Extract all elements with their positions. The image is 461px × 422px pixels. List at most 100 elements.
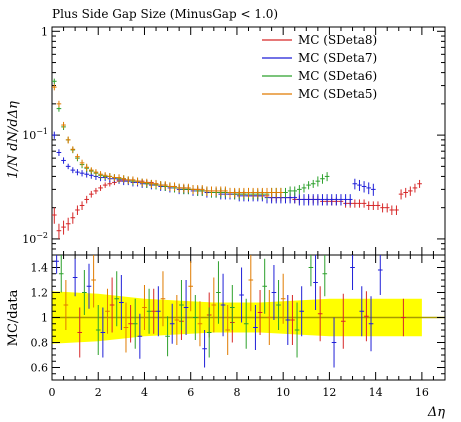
data-point <box>264 187 270 198</box>
ratio-point <box>377 255 383 295</box>
ratio-point <box>100 307 106 358</box>
data-point <box>88 167 94 174</box>
data-uncertainty-band <box>52 291 445 344</box>
data-point <box>361 199 367 208</box>
data-point <box>79 170 85 177</box>
data-point <box>52 131 57 139</box>
ratio-y-tick-label: 1.4 <box>31 262 49 275</box>
data-point <box>394 205 399 215</box>
ratio-point <box>216 261 221 324</box>
data-point <box>56 100 62 108</box>
ratio-point <box>123 302 129 353</box>
data-point <box>310 179 316 188</box>
legend-entry: MC (SDeta5) <box>262 87 377 101</box>
data-point <box>153 179 159 188</box>
data-point <box>301 194 307 206</box>
data-point <box>52 207 57 224</box>
data-point <box>334 194 339 206</box>
data-point <box>260 187 265 198</box>
ratio-point <box>95 305 101 355</box>
data-point <box>375 201 381 210</box>
data-point <box>236 187 242 198</box>
ratio-point <box>188 261 194 312</box>
data-point <box>357 199 362 208</box>
data-point <box>417 179 422 188</box>
data-point <box>403 187 409 198</box>
data-point <box>269 187 274 198</box>
ratio-point <box>313 255 318 310</box>
data-point <box>65 163 71 170</box>
ratio-point <box>331 317 337 368</box>
ratio-point <box>119 275 124 330</box>
ratio-point <box>132 298 138 349</box>
ratio-series-3 <box>58 255 328 358</box>
data-point <box>204 186 210 196</box>
ratio-y-tick-label: 1 <box>41 312 48 325</box>
data-point <box>52 78 57 85</box>
data-point <box>338 194 344 206</box>
data-point <box>199 185 205 195</box>
data-point <box>371 201 376 210</box>
data-point <box>380 203 385 213</box>
data-point <box>306 194 311 206</box>
data-point <box>283 187 288 198</box>
main-y-axis: 10−2 10−1 1 <box>22 25 445 256</box>
ratio-point <box>165 316 170 357</box>
data-point <box>287 186 293 196</box>
ratio-y-tick-label: 0.6 <box>31 362 49 375</box>
ratio-point <box>401 298 406 337</box>
data-point <box>412 183 418 193</box>
data-point <box>352 178 358 190</box>
ratio-series-group <box>54 255 406 368</box>
legend-entry: MC (SDeta8) <box>262 33 377 47</box>
x-tick-label: 12 <box>322 386 336 399</box>
data-point <box>84 195 89 204</box>
ratio-point <box>160 271 166 327</box>
main-series-4 <box>52 84 284 198</box>
ratio-plot-panel: 0.6 0.8 1 1.2 1.4 0 2 4 6 8 10 12 14 16 <box>31 254 446 399</box>
ratio-point <box>308 255 314 287</box>
data-point <box>408 186 413 196</box>
data-point <box>144 178 150 187</box>
ratio-point <box>128 305 133 343</box>
data-point <box>366 201 372 210</box>
ratio-point <box>364 291 369 342</box>
data-point <box>112 174 117 182</box>
legend-entry: MC (SDeta6) <box>262 69 377 83</box>
ratio-point <box>77 307 83 358</box>
ratio-point <box>206 307 212 358</box>
data-point <box>75 205 80 215</box>
ratio-point <box>271 265 277 320</box>
data-point <box>130 176 136 184</box>
ratio-point <box>299 286 304 337</box>
ratio-point <box>285 295 291 345</box>
ratio-point <box>290 295 295 345</box>
ratio-point <box>225 305 231 355</box>
data-point <box>121 175 126 183</box>
data-point <box>297 194 302 206</box>
data-point <box>361 181 367 193</box>
x-tick-label: 2 <box>95 386 102 399</box>
ratio-series-4 <box>63 255 286 355</box>
data-point <box>324 172 330 182</box>
ratio-point <box>239 267 244 323</box>
data-point <box>70 167 76 174</box>
data-point <box>232 187 237 198</box>
ratio-point <box>266 290 272 345</box>
x-tick-label: 4 <box>141 386 148 399</box>
legend-label: MC (SDeta7) <box>298 51 377 65</box>
ratio-point <box>156 286 161 337</box>
ratio-point <box>146 288 152 334</box>
data-point <box>102 182 108 188</box>
ratio-y-tick-label: 1.2 <box>31 287 49 300</box>
data-point <box>84 171 89 178</box>
data-point <box>347 194 353 206</box>
data-point <box>357 179 362 191</box>
data-point <box>75 169 80 176</box>
data-point <box>366 182 372 195</box>
ratio-point <box>276 280 281 330</box>
data-point <box>162 181 168 190</box>
ratio-point <box>322 255 328 297</box>
data-point <box>398 189 404 200</box>
data-point <box>255 187 261 198</box>
